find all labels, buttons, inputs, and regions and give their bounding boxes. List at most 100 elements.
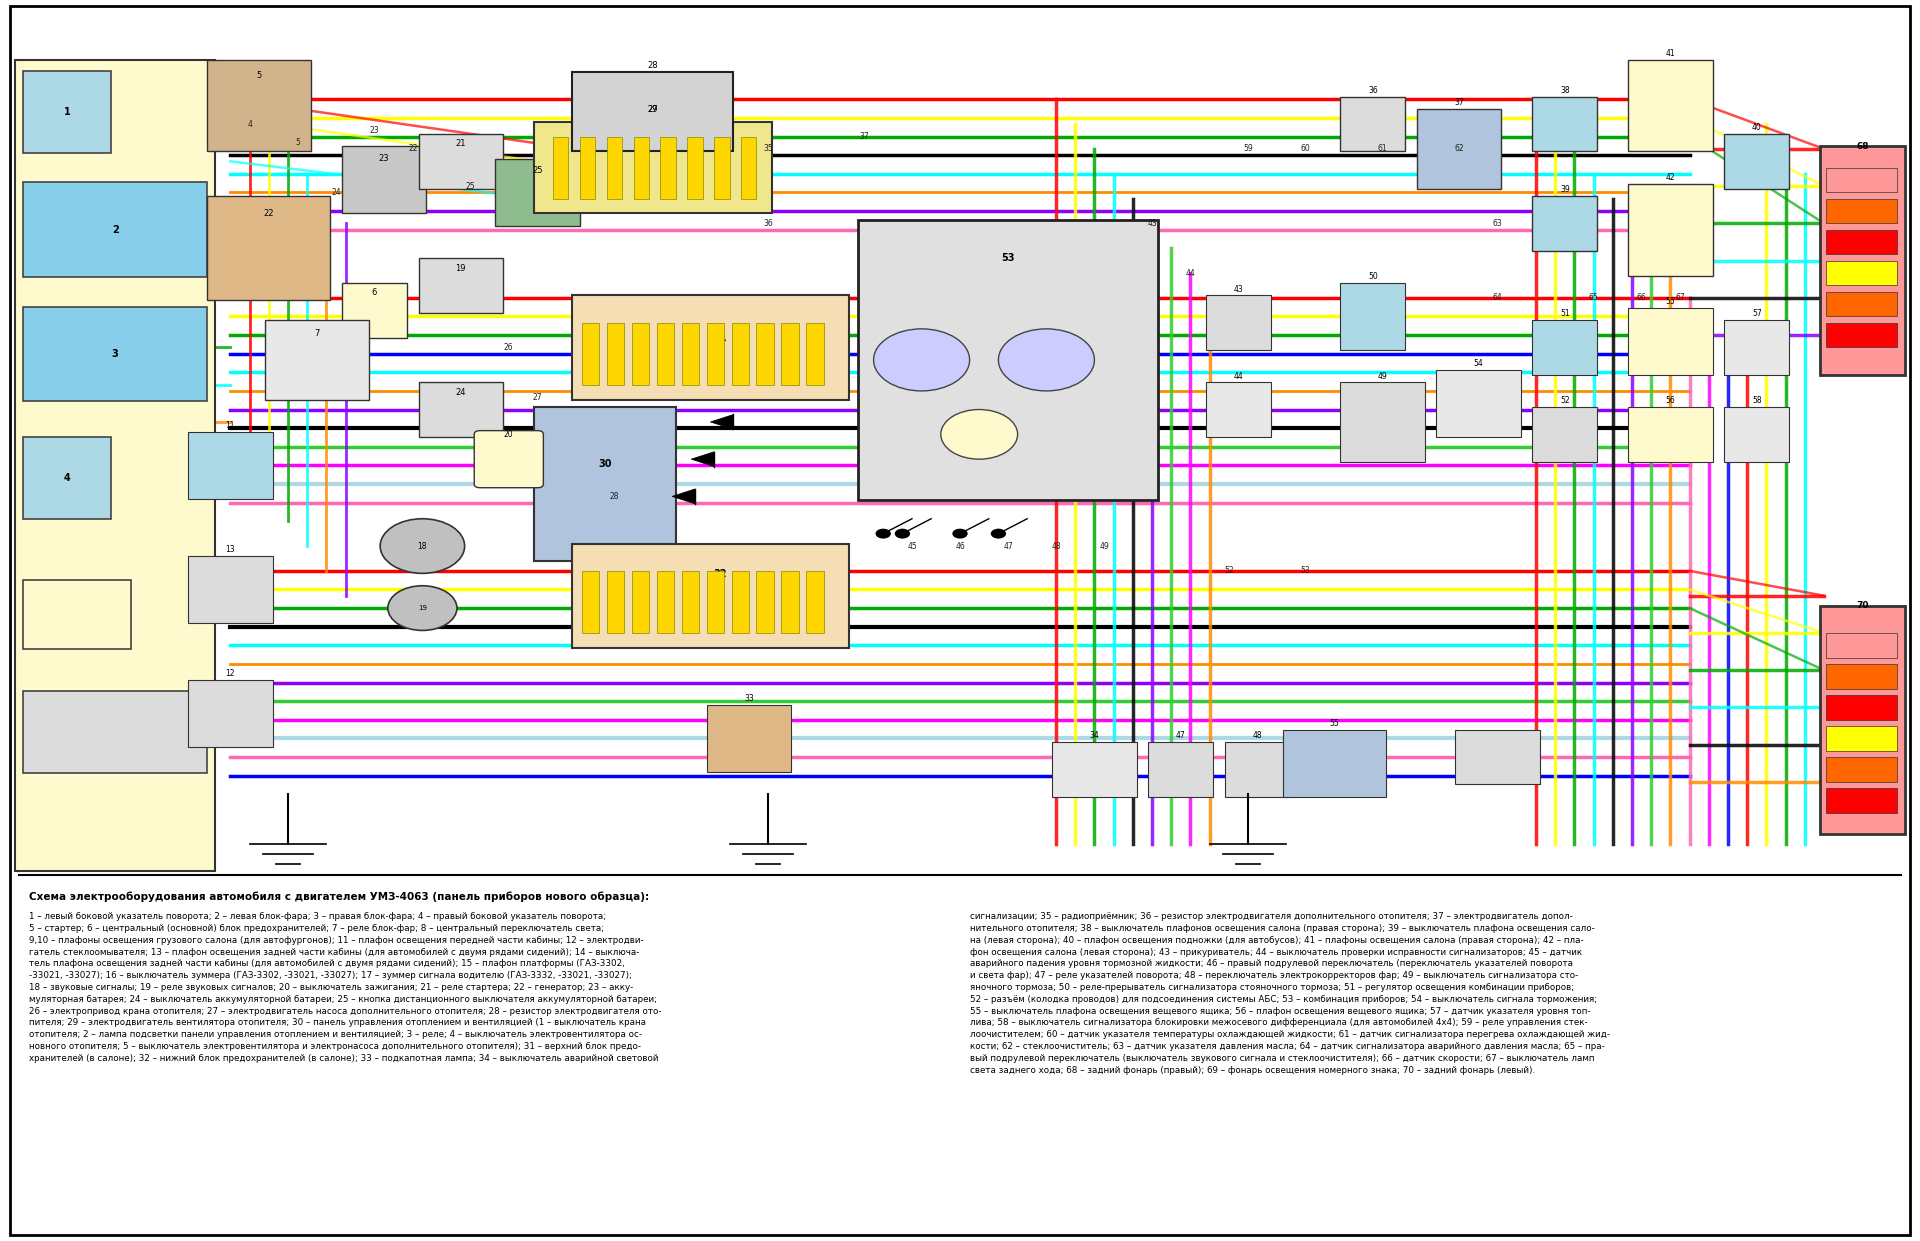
Bar	[707, 571, 724, 633]
FancyBboxPatch shape	[188, 556, 273, 623]
Bar	[741, 137, 756, 199]
FancyBboxPatch shape	[474, 431, 543, 488]
Bar	[682, 571, 699, 633]
Text: 5: 5	[257, 71, 261, 79]
FancyBboxPatch shape	[1724, 134, 1789, 189]
Text: 24: 24	[330, 187, 342, 197]
Bar	[657, 323, 674, 385]
Bar	[781, 571, 799, 633]
FancyBboxPatch shape	[1628, 308, 1713, 375]
Bar	[1826, 261, 1897, 285]
Text: 42: 42	[1665, 172, 1676, 182]
Bar	[19, 6, 1901, 869]
FancyBboxPatch shape	[1628, 60, 1713, 151]
FancyBboxPatch shape	[1225, 742, 1290, 797]
Text: 44: 44	[1185, 268, 1196, 278]
Text: 4: 4	[248, 119, 252, 129]
Bar	[582, 323, 599, 385]
Text: сигнализации; 35 – радиоприёмник; 36 – резистор электродвигателя дополнительного: сигнализации; 35 – радиоприёмник; 36 – р…	[970, 912, 1609, 1075]
FancyBboxPatch shape	[188, 432, 273, 499]
Text: 38: 38	[1559, 86, 1571, 96]
FancyBboxPatch shape	[495, 159, 580, 226]
FancyBboxPatch shape	[207, 196, 330, 300]
FancyBboxPatch shape	[207, 60, 311, 151]
FancyBboxPatch shape	[534, 122, 772, 213]
Text: 62: 62	[1453, 144, 1465, 154]
Text: 18: 18	[419, 541, 426, 551]
Text: 35: 35	[762, 144, 774, 154]
Text: 32: 32	[712, 570, 728, 580]
Bar	[580, 137, 595, 199]
Bar	[1826, 757, 1897, 782]
Bar	[1826, 664, 1897, 689]
Bar	[1826, 323, 1897, 347]
Text: 63: 63	[1492, 218, 1503, 228]
FancyBboxPatch shape	[1340, 97, 1405, 151]
FancyBboxPatch shape	[23, 580, 131, 649]
FancyBboxPatch shape	[1532, 196, 1597, 251]
FancyBboxPatch shape	[15, 60, 215, 871]
FancyBboxPatch shape	[1532, 97, 1597, 151]
Text: 4: 4	[63, 473, 71, 483]
Text: 6: 6	[372, 288, 376, 298]
Circle shape	[991, 529, 1006, 539]
FancyBboxPatch shape	[1628, 184, 1713, 276]
Text: 36: 36	[762, 218, 774, 228]
Text: 58: 58	[1751, 396, 1763, 406]
FancyBboxPatch shape	[1052, 742, 1137, 797]
Text: 25: 25	[465, 181, 476, 191]
FancyBboxPatch shape	[1724, 407, 1789, 462]
Bar	[1826, 726, 1897, 751]
Bar	[607, 323, 624, 385]
FancyBboxPatch shape	[342, 283, 407, 338]
Text: 27: 27	[532, 392, 543, 402]
Circle shape	[998, 329, 1094, 391]
Bar	[1826, 695, 1897, 720]
FancyBboxPatch shape	[23, 182, 207, 277]
FancyBboxPatch shape	[10, 6, 1910, 1235]
Text: 46: 46	[954, 541, 966, 551]
Bar	[1826, 292, 1897, 316]
FancyBboxPatch shape	[1455, 730, 1540, 784]
FancyBboxPatch shape	[23, 307, 207, 401]
FancyBboxPatch shape	[23, 71, 111, 153]
Text: Схема электрооборудования автомобиля с двигателем УМЗ-4063 (панель приборов ново: Схема электрооборудования автомобиля с д…	[29, 891, 649, 901]
Text: 65: 65	[1588, 293, 1599, 303]
FancyBboxPatch shape	[188, 680, 273, 747]
Text: 28: 28	[647, 61, 659, 71]
Text: 22: 22	[409, 144, 417, 154]
Text: 49: 49	[1377, 371, 1388, 381]
Circle shape	[941, 410, 1018, 459]
FancyBboxPatch shape	[1206, 295, 1271, 350]
Text: 34: 34	[1089, 731, 1100, 741]
Bar	[682, 323, 699, 385]
Text: 43: 43	[1146, 218, 1158, 228]
Text: 48: 48	[1050, 541, 1062, 551]
Bar	[732, 323, 749, 385]
Bar	[582, 571, 599, 633]
Text: 24: 24	[455, 387, 467, 397]
FancyBboxPatch shape	[1206, 382, 1271, 437]
Bar	[1826, 168, 1897, 192]
Text: 37: 37	[1453, 98, 1465, 108]
FancyBboxPatch shape	[858, 220, 1158, 500]
Text: 56: 56	[1665, 396, 1676, 406]
Polygon shape	[672, 489, 695, 504]
Bar	[806, 571, 824, 633]
Text: 27: 27	[647, 104, 659, 114]
FancyBboxPatch shape	[1820, 606, 1905, 834]
Text: 67: 67	[1674, 293, 1686, 303]
Text: 47: 47	[1002, 541, 1014, 551]
Bar	[756, 571, 774, 633]
Text: 23: 23	[378, 154, 390, 163]
FancyBboxPatch shape	[1340, 283, 1405, 350]
Text: 59: 59	[1242, 144, 1254, 154]
Bar	[1826, 633, 1897, 658]
Circle shape	[874, 329, 970, 391]
Text: 53: 53	[1300, 566, 1311, 576]
Text: 52: 52	[1223, 566, 1235, 576]
Text: 12: 12	[227, 669, 234, 679]
Text: 19: 19	[419, 606, 426, 611]
Text: 47: 47	[1175, 731, 1187, 741]
Text: 1: 1	[63, 107, 71, 117]
